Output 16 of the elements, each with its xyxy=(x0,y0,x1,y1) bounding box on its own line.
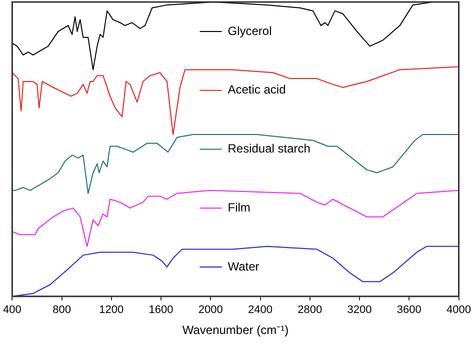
x-tick-label: 3600 xyxy=(396,304,422,316)
legend-label: Water xyxy=(228,259,260,274)
x-tick-label: 1600 xyxy=(148,304,174,316)
x-tick-label: 800 xyxy=(52,304,71,316)
x-tick-label: 2800 xyxy=(298,304,322,316)
x-tick-label: 3200 xyxy=(347,304,372,316)
x-tick-label: 2000 xyxy=(198,304,223,316)
x-tick-label: 2400 xyxy=(248,304,273,316)
legend-label: Residual starch xyxy=(228,142,310,156)
x-tick-label: 1200 xyxy=(99,304,124,316)
legend-label: Acetic acid xyxy=(228,82,286,97)
legend-label: Glycerol xyxy=(228,24,272,38)
x-tick-label: 400 xyxy=(2,304,22,316)
x-tick-label: 4000 xyxy=(446,304,472,316)
x-axis-title: Wavenumber (cm⁻¹) xyxy=(182,323,289,338)
legend-label: Film xyxy=(228,200,250,214)
